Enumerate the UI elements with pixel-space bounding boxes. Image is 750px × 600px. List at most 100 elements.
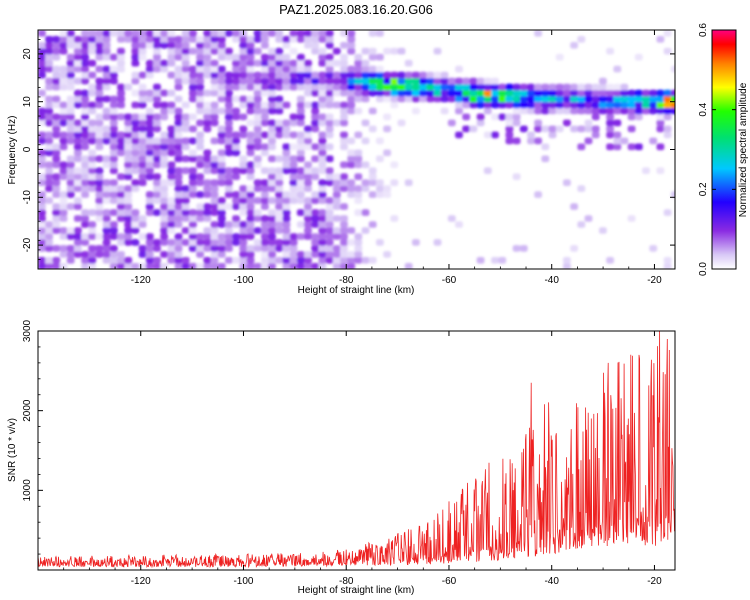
heatmap-cell xyxy=(232,233,240,240)
heatmap-cell xyxy=(347,179,356,186)
heatmap-cell xyxy=(253,245,262,252)
heatmap-y-axis-label: Frequency (Hz) xyxy=(7,116,18,185)
heatmap-cell xyxy=(153,185,161,192)
heatmap-cell xyxy=(246,36,255,43)
heatmap-cell xyxy=(167,215,176,222)
heatmap-cell xyxy=(634,107,643,115)
heatmap-cell xyxy=(145,131,154,139)
heatmap-cell xyxy=(160,209,169,216)
heatmap-cell xyxy=(174,125,183,133)
heatmap-cell xyxy=(627,107,636,115)
heatmap-cell xyxy=(203,239,212,246)
heatmap-cell xyxy=(304,179,312,186)
heatmap-cell xyxy=(95,77,104,85)
heatmap-cell xyxy=(289,155,298,163)
heatmap-cell xyxy=(253,215,262,222)
heatmap-cell xyxy=(145,209,154,216)
heatmap-cell xyxy=(311,221,320,228)
heatmap-cell xyxy=(117,209,125,216)
heatmap-cell xyxy=(196,179,204,186)
heatmap-cell xyxy=(325,197,334,204)
heatmap-cell xyxy=(498,89,507,97)
heatmap-cell xyxy=(174,167,183,174)
heatmap-cell xyxy=(109,71,118,79)
heatmap-cell xyxy=(95,101,104,109)
snr-x-axis-label: Height of straight line (km) xyxy=(298,585,415,596)
heatmap-cell xyxy=(52,113,61,121)
y-tick-label: -20 xyxy=(22,237,33,252)
heatmap-cell xyxy=(196,191,204,198)
heatmap-cell xyxy=(196,209,204,216)
heatmap-cell xyxy=(66,36,75,43)
heatmap-cell xyxy=(131,71,140,79)
heatmap-cell xyxy=(318,36,327,43)
heatmap-cell xyxy=(253,227,262,234)
heatmap-cell xyxy=(124,209,133,216)
heatmap-cell xyxy=(210,65,219,73)
heatmap-cell xyxy=(181,167,190,174)
heatmap-cell xyxy=(181,36,190,43)
heatmap-cell xyxy=(174,71,183,79)
heatmap-cell xyxy=(361,59,370,67)
heatmap-cell xyxy=(347,89,356,97)
heatmap-cell xyxy=(412,239,420,246)
heatmap-cell xyxy=(66,257,75,264)
heatmap-cell xyxy=(261,191,269,198)
heatmap-cell xyxy=(541,107,550,115)
heatmap-cell xyxy=(74,245,82,252)
heatmap-cell xyxy=(196,89,204,97)
heatmap-cell xyxy=(246,257,255,264)
heatmap-cell xyxy=(656,119,665,127)
heatmap-cell xyxy=(347,65,356,73)
heatmap-cell xyxy=(52,209,61,216)
heatmap-cell xyxy=(253,209,262,216)
heatmap-cell xyxy=(74,185,82,192)
heatmap-cell xyxy=(268,245,276,252)
heatmap-cell xyxy=(613,65,622,73)
heatmap-cell xyxy=(181,239,190,246)
heatmap-cell xyxy=(318,131,327,139)
heatmap-cell xyxy=(232,30,240,37)
heatmap-cell xyxy=(512,113,521,121)
heatmap-cell xyxy=(304,251,312,258)
heatmap-cell xyxy=(117,131,125,139)
heatmap-cell xyxy=(491,101,499,109)
heatmap-cell xyxy=(368,191,377,198)
heatmap-cell xyxy=(74,36,82,43)
heatmap-cell xyxy=(361,257,370,264)
heatmap-cell xyxy=(483,101,492,109)
heatmap-cell xyxy=(311,42,320,49)
heatmap-cell xyxy=(268,95,276,103)
heatmap-cell xyxy=(340,233,348,240)
heatmap-cell xyxy=(376,95,384,103)
heatmap-cell xyxy=(160,155,169,163)
heatmap-cell xyxy=(145,245,154,252)
heatmap-cell xyxy=(232,197,240,204)
heatmap-cell xyxy=(38,209,46,216)
heatmap-cell xyxy=(232,83,240,91)
heatmap-cell xyxy=(296,30,305,37)
heatmap-cell xyxy=(246,53,255,61)
heatmap-cell xyxy=(361,179,370,186)
heatmap-cell xyxy=(81,42,89,49)
heatmap-cell xyxy=(217,36,226,43)
heatmap-cell xyxy=(584,89,593,97)
heatmap-cell xyxy=(332,119,341,127)
y-tick-label: 1000 xyxy=(22,479,33,502)
heatmap-cell xyxy=(88,59,97,67)
heatmap-cell xyxy=(412,77,420,85)
heatmap-cell xyxy=(419,89,427,97)
heatmap-cell xyxy=(527,83,535,91)
heatmap-cell xyxy=(225,131,233,139)
heatmap-cell xyxy=(606,83,614,91)
heatmap-cell xyxy=(217,251,226,258)
heatmap-cell xyxy=(570,89,578,97)
heatmap-cell xyxy=(59,131,68,139)
heatmap-cell xyxy=(433,47,442,55)
heatmap-cell xyxy=(74,101,82,109)
heatmap-cell xyxy=(275,173,284,180)
heatmap-cell xyxy=(577,89,586,97)
heatmap-cell xyxy=(354,245,363,252)
heatmap-cell xyxy=(138,149,147,157)
heatmap-cell xyxy=(210,83,219,91)
